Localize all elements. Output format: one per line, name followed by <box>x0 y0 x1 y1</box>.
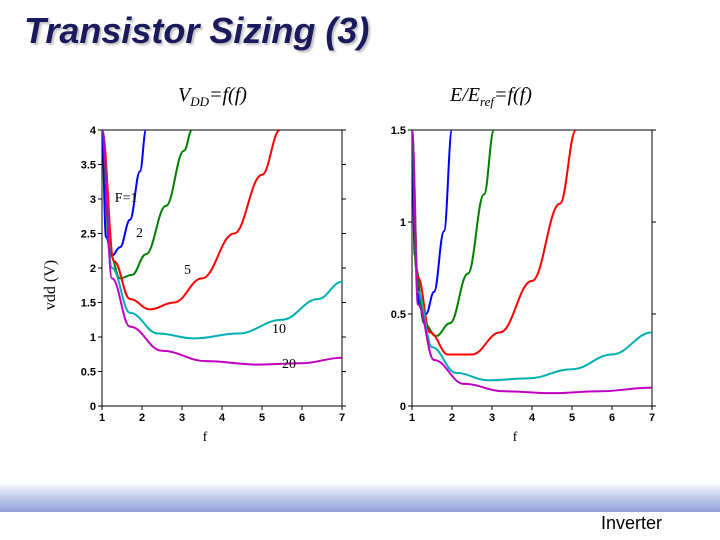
left-ylabel: vdd (V) <box>42 260 60 310</box>
slide-title: Transistor Sizing (3) <box>24 10 369 52</box>
svg-text:1: 1 <box>400 217 406 229</box>
svg-text:5: 5 <box>569 412 575 424</box>
left-xlabel: f <box>203 430 208 446</box>
svg-text:4: 4 <box>219 412 226 424</box>
svg-text:6: 6 <box>299 412 305 424</box>
svg-text:7: 7 <box>339 412 345 424</box>
right-chart: normalized energy 00.511.51234567 f <box>372 126 658 444</box>
svg-text:3: 3 <box>489 412 495 424</box>
svg-text:4: 4 <box>529 412 536 424</box>
svg-text:2: 2 <box>139 412 145 424</box>
curve-annotation: F=1 <box>115 191 138 207</box>
svg-text:1: 1 <box>409 412 415 424</box>
curve-annotation: 10 <box>272 322 286 338</box>
svg-text:2: 2 <box>90 263 96 275</box>
curve-annotation: 2 <box>136 226 143 242</box>
right-chart-title: E/Eref=f(f) <box>450 84 532 110</box>
svg-text:6: 6 <box>609 412 615 424</box>
left-chart: vdd (V) 00.511.522.533.541234567F=125102… <box>62 126 348 444</box>
svg-text:2: 2 <box>449 412 455 424</box>
svg-text:0.5: 0.5 <box>81 367 96 379</box>
svg-text:3: 3 <box>179 412 185 424</box>
svg-text:1.5: 1.5 <box>81 298 96 310</box>
svg-text:4: 4 <box>90 126 97 137</box>
slide: { "title": "Transistor Sizing (3)", "foo… <box>0 0 720 540</box>
svg-text:1.5: 1.5 <box>391 126 406 137</box>
svg-text:0.5: 0.5 <box>391 309 406 321</box>
left-chart-title: VDD=f(f) <box>178 84 247 110</box>
svg-text:0: 0 <box>400 401 406 413</box>
svg-text:5: 5 <box>259 412 265 424</box>
left-plot-area: 0 0.5 1 1.5 2 2.5 3 3.5 4 1 2 3 4 5 6 7 F=1 2 5 10 20 <box>74 126 348 424</box>
svg-text:1: 1 <box>90 332 96 344</box>
curve-annotation: 20 <box>282 357 296 373</box>
right-plot-area: 0 0.5 1 1.5 1 2 3 4 5 6 7 <box>384 126 658 424</box>
footer-gradient <box>0 482 720 512</box>
charts-row: vdd (V) 00.511.522.533.541234567F=125102… <box>62 126 658 444</box>
svg-text:3.5: 3.5 <box>81 160 96 172</box>
svg-text:3: 3 <box>90 194 96 206</box>
svg-text:0: 0 <box>90 401 96 413</box>
curve-annotation: 5 <box>184 263 191 279</box>
svg-text:7: 7 <box>649 412 655 424</box>
right-xlabel: f <box>513 430 518 446</box>
svg-text:2.5: 2.5 <box>81 229 96 241</box>
footer-text: Inverter <box>601 513 662 534</box>
svg-text:1: 1 <box>99 412 105 424</box>
